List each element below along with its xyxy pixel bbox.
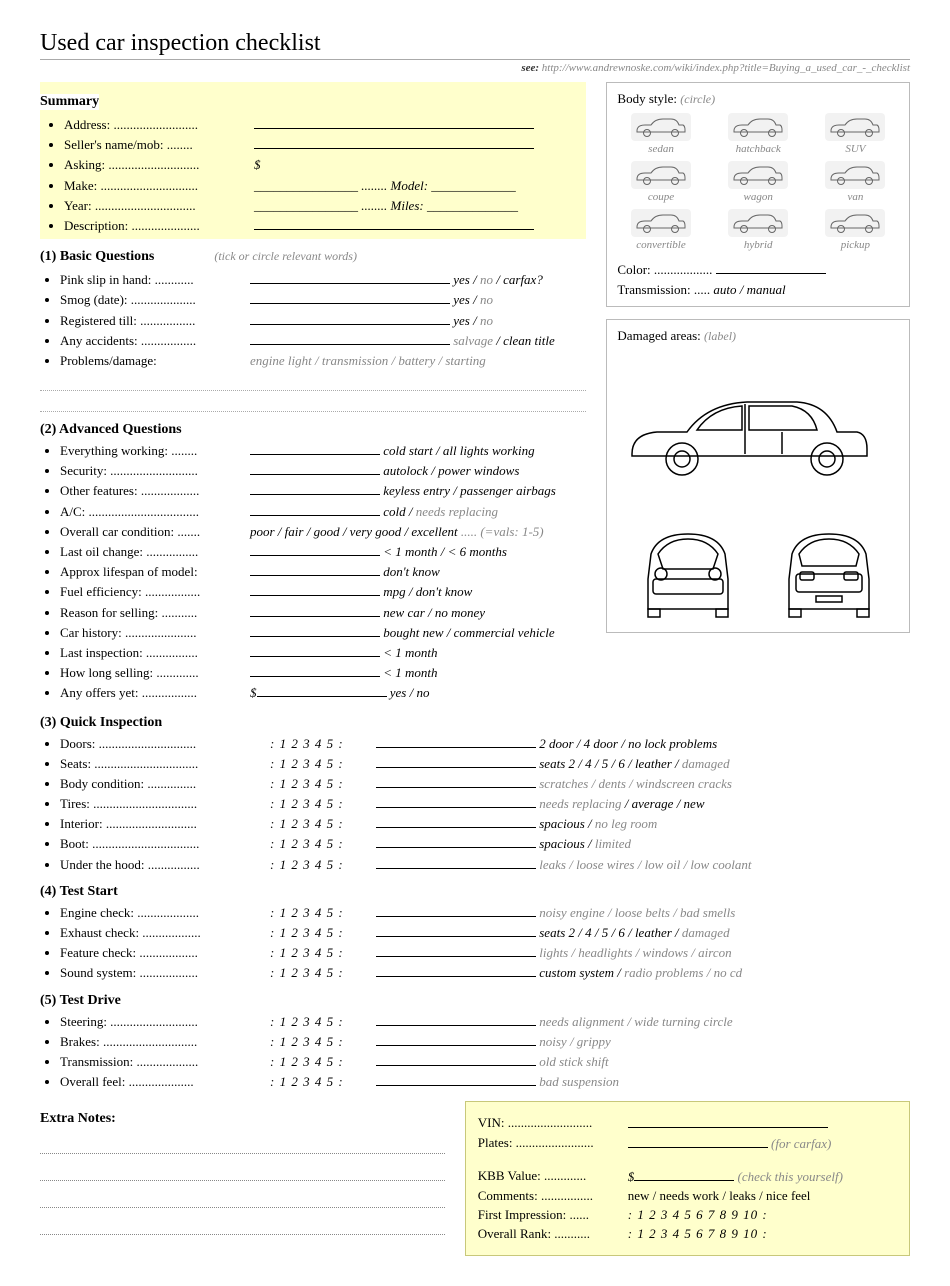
body-style-sedan: sedan [617,113,704,155]
question-item: Approx lifespan of model: don't know [60,563,586,581]
question-item: Car history: ...................... boug… [60,624,586,642]
car-icon [631,113,691,141]
body-style-convertible: convertible [617,209,704,251]
section-3-title: (3) Quick Inspection [40,715,910,731]
question-item: Reason for selling: ........... new car … [60,604,586,622]
question-item: Overall car condition: .......poor / fai… [60,523,586,541]
damaged-areas-title: Damaged areas: [617,328,700,343]
question-item: Smog (date): .................... yes / … [60,291,586,309]
question-item: Pink slip in hand: ............ yes / no… [60,271,586,289]
transmission-label: Transmission: ..... [617,282,710,297]
damaged-areas-hint: (label) [704,329,736,343]
car-icon [825,161,885,189]
inspection-item: Feature check: ..................: 1 2 3… [60,944,910,962]
vin-box: VIN: .......................... Plates: … [465,1101,910,1256]
inspection-item: Transmission: ...................: 1 2 3… [60,1053,910,1071]
question-item: Any accidents: ................. salvage… [60,332,586,350]
kbb-hint: (check this yourself) [738,1169,843,1184]
inspection-item: Boot: .................................:… [60,835,910,853]
car-rear-diagram [774,524,884,624]
extra-notes-title: Extra Notes: [40,1111,445,1127]
body-style-wagon: wagon [715,161,802,203]
inspection-item: Doors: ..............................: 1… [60,735,910,753]
car-icon [631,161,691,189]
summary-item: Address: .......................... [64,116,582,134]
car-icon [728,113,788,141]
overall-rank-label: Overall Rank: ........... [478,1226,628,1242]
section-1-title: (1) Basic Questions [40,249,154,265]
body-style-van: van [812,161,899,203]
inspection-item: Exhaust check: ..................: 1 2 3… [60,924,910,942]
question-item: Registered till: ................. yes /… [60,312,586,330]
section-5-title: (5) Test Drive [40,993,910,1009]
car-icon [631,209,691,237]
plates-hint: (for carfax) [771,1136,831,1151]
car-icon [728,161,788,189]
question-item: Security: ........................... au… [60,462,586,480]
body-style-coupe: coupe [617,161,704,203]
summary-item: Description: ..................... [64,217,582,235]
question-item: Fuel efficiency: ................. mpg /… [60,583,586,601]
question-item: A/C: .................................. … [60,503,586,521]
question-item: Last oil change: ................ < 1 mo… [60,543,586,561]
first-impression-rating: : 1 2 3 4 5 6 7 8 9 10 : [628,1207,897,1223]
summary-block: Summary Address: .......................… [40,82,586,239]
first-impression-label: First Impression: ...... [478,1207,628,1223]
summary-item: Make: ..............................____… [64,177,582,195]
inspection-item: Tires: ................................:… [60,795,910,813]
car-front-diagram [633,524,743,624]
summary-item: Year: ...............................___… [64,197,582,215]
question-item: Any offers yet: .................$ yes /… [60,684,586,702]
question-item: Other features: .................. keyle… [60,482,586,500]
color-label: Color: .................. [617,262,712,277]
blank-line [40,376,586,391]
source-url[interactable]: http://www.andrewnoske.com/wiki/index.ph… [542,62,910,74]
car-icon [728,209,788,237]
notes-line [40,1137,445,1154]
comments-value: new / needs work / leaks / nice feel [628,1188,897,1204]
inspection-item: Body condition: ...............: 1 2 3 4… [60,775,910,793]
body-style-pickup: pickup [812,209,899,251]
question-item: Problems/damage:engine light / transmiss… [60,352,586,370]
summary-item: Asking: ............................$ [64,156,582,174]
blank-line [40,397,586,412]
body-style-hatchback: hatchback [715,113,802,155]
question-item: How long selling: ............. < 1 mont… [60,664,586,682]
inspection-item: Under the hood: ................: 1 2 3 … [60,856,910,874]
damaged-areas-box: Damaged areas: (label) [606,319,910,633]
summary-title: Summary [40,94,99,110]
see-link: see: http://www.andrewnoske.com/wiki/ind… [40,62,910,74]
page-title: Used car inspection checklist [40,30,910,60]
body-style-hybrid: hybrid [715,209,802,251]
notes-line [40,1218,445,1235]
body-style-SUV: SUV [812,113,899,155]
notes-line [40,1164,445,1181]
inspection-item: Interior: ............................: … [60,815,910,833]
car-side-diagram [617,374,899,484]
comments-label: Comments: ................ [478,1188,628,1204]
car-icon [825,113,885,141]
inspection-item: Sound system: ..................: 1 2 3 … [60,964,910,982]
vin-label: VIN: .......................... [478,1115,628,1132]
question-item: Last inspection: ................ < 1 mo… [60,644,586,662]
inspection-item: Seats: ................................:… [60,755,910,773]
overall-rank-rating: : 1 2 3 4 5 6 7 8 9 10 : [628,1226,897,1242]
inspection-item: Overall feel: ....................: 1 2 … [60,1073,910,1091]
question-item: Everything working: ........ cold start … [60,442,586,460]
body-style-title: Body style: [617,91,677,106]
section-2-title: (2) Advanced Questions [40,422,586,438]
inspection-item: Brakes: .............................: 1… [60,1033,910,1051]
summary-item: Seller's name/mob: ........ [64,136,582,154]
inspection-item: Engine check: ...................: 1 2 3… [60,904,910,922]
kbb-label: KBB Value: ............. [478,1168,628,1185]
transmission-options: auto / manual [713,282,785,297]
inspection-item: Steering: ...........................: 1… [60,1013,910,1031]
section-4-title: (4) Test Start [40,884,910,900]
car-icon [825,209,885,237]
section-1-hint: (tick or circle relevant words) [214,249,357,264]
notes-line [40,1191,445,1208]
body-style-box: Body style: (circle) sedan hatchbackSUV co… [606,82,910,307]
body-style-hint: (circle) [680,92,715,106]
plates-label: Plates: ........................ [478,1135,628,1152]
